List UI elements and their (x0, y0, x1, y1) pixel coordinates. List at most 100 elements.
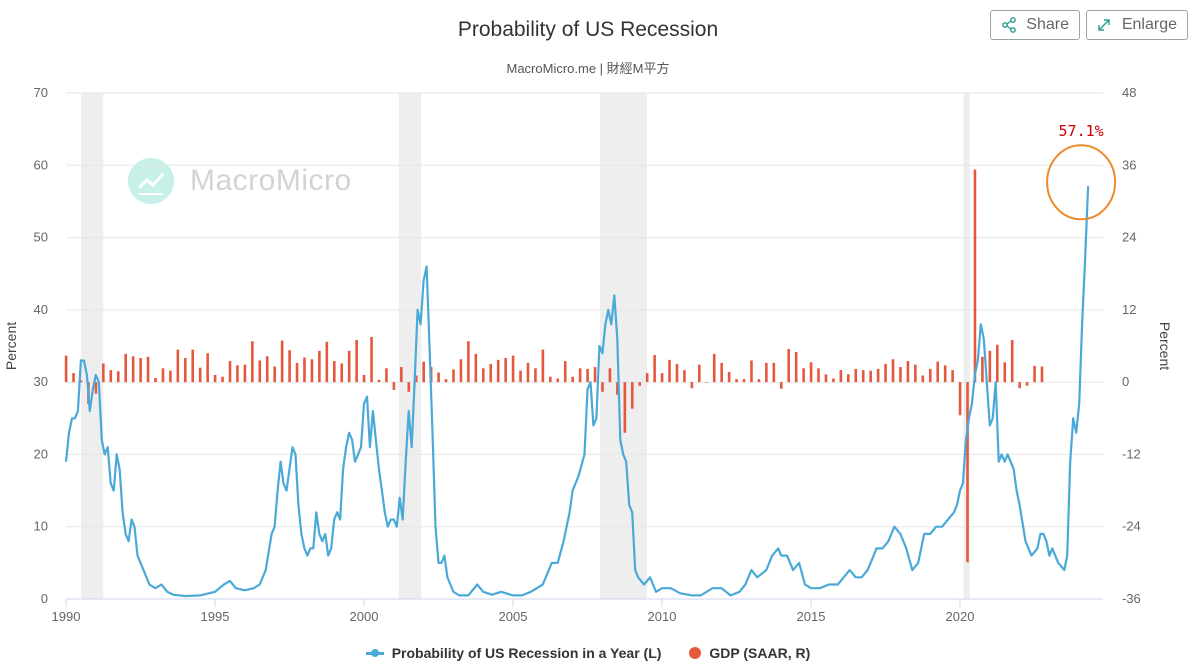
gdp-bar (236, 365, 239, 383)
gdp-bar (891, 359, 895, 383)
gdp-bar (951, 370, 954, 383)
x-tick-label: 2000 (350, 609, 379, 624)
y-right-axis-title: Percent (1157, 322, 1173, 370)
gdp-bar (690, 382, 694, 389)
gdp-bar (720, 362, 723, 383)
y-left-tick-label: 0 (41, 591, 48, 606)
gdp-bar (139, 358, 142, 383)
gdp-bar (318, 350, 321, 383)
gdp-bar (750, 360, 753, 383)
gdp-bar (288, 350, 291, 383)
gdp-bar (712, 353, 716, 383)
gdp-bar (981, 356, 984, 383)
y-left-tick-label: 60 (34, 157, 48, 172)
gdp-bar (504, 358, 507, 383)
gdp-bar (1018, 382, 1021, 389)
gdp-bar (422, 361, 425, 383)
gdp-bar (943, 365, 947, 383)
y-left-tick-label: 30 (34, 374, 48, 389)
gdp-bar (251, 341, 254, 383)
gdp-bar (727, 371, 731, 383)
gdp-bar (407, 382, 411, 392)
share-button[interactable]: Share (990, 10, 1080, 40)
y-right-tick-label: 0 (1122, 374, 1129, 389)
gdp-bar (601, 382, 604, 392)
enlarge-button[interactable]: Enlarge (1086, 10, 1188, 40)
gdp-bar (392, 382, 396, 390)
y-left-tick-label: 10 (34, 519, 48, 534)
y-left-tick-label: 50 (34, 230, 48, 245)
gdp-bar (1010, 339, 1014, 383)
watermark-text: MacroMicro (190, 164, 352, 197)
gdp-bar (698, 364, 701, 383)
gdp-bar (511, 355, 515, 383)
gdp-bar (936, 361, 940, 383)
gdp-bar (683, 370, 686, 383)
gdp-bar (884, 364, 887, 383)
gdp-bar (310, 359, 314, 383)
gdp-bar (757, 379, 761, 383)
gdp-bar (534, 368, 537, 383)
gdp-bar (861, 370, 865, 383)
y-left-tick-label: 40 (34, 302, 48, 317)
gdp-bar (496, 359, 500, 383)
gdp-bar (794, 352, 798, 383)
annotation-label: 57.1% (1059, 122, 1104, 140)
gdp-bar (146, 356, 150, 383)
gdp-bar (675, 364, 679, 383)
gdp-bar (578, 368, 582, 383)
probability-line (64, 186, 1090, 598)
legend-item-probability[interactable]: Probability of US Recession in a Year (L… (365, 645, 661, 661)
gdp-bar (191, 349, 195, 383)
gdp-bar (876, 368, 880, 383)
recession-band (398, 93, 422, 599)
gdp-bar (869, 370, 872, 383)
gdp-bar (474, 353, 478, 383)
x-tick-label: 2010 (648, 609, 677, 624)
gdp-bar (459, 359, 463, 383)
gdp-bar (593, 367, 597, 383)
gdp-bar (817, 368, 820, 383)
gdp-bar (444, 379, 448, 383)
gdp-bar (772, 362, 776, 383)
gdp-bar (988, 350, 992, 383)
chart-subtitle: MacroMicro.me | 財經M平方 (506, 61, 670, 76)
gdp-bar (630, 382, 634, 409)
enlarge-label: Enlarge (1121, 16, 1177, 33)
annotation-circle (1046, 144, 1117, 221)
chart-title: Probability of US Recession (457, 18, 719, 41)
gdp-bar (802, 368, 805, 383)
gdp-bar (228, 361, 232, 383)
gdp-bar (325, 341, 329, 383)
gdp-bar (1033, 365, 1036, 383)
y-left-tick-label: 20 (34, 446, 48, 461)
gdp-bar (541, 349, 545, 383)
gdp-bar (608, 368, 612, 383)
y-left-tick-label: 70 (34, 85, 48, 100)
gdp-bar (1003, 362, 1007, 383)
gdp-bar (198, 367, 202, 383)
gdp-bar (72, 373, 75, 383)
gdp-bar (340, 363, 344, 383)
gdp-bar (377, 379, 381, 383)
gdp-bar (914, 364, 917, 383)
y-left-axis-title: Percent (3, 322, 19, 370)
x-tick-label: 1990 (52, 609, 81, 624)
gdp-bar (921, 375, 925, 383)
gdp-bar (332, 361, 336, 383)
gdp-bar (400, 367, 403, 383)
x-tick-label: 1995 (201, 609, 230, 624)
y-right-tick-label: 48 (1122, 85, 1136, 100)
recession-band (599, 93, 648, 599)
gdp-bar (355, 339, 358, 383)
gdp-bar (414, 375, 418, 383)
line-marker-icon (365, 648, 384, 657)
gdp-bar (616, 382, 619, 395)
gdp-bar (638, 382, 642, 386)
legend-item-gdp[interactable]: GDP (SAAR, R) (689, 645, 810, 661)
share-icon (999, 17, 1018, 33)
gdp-bar (79, 380, 83, 383)
gdp-bar (467, 341, 470, 383)
expand-icon (1095, 17, 1114, 33)
gdp-bar (94, 382, 98, 394)
